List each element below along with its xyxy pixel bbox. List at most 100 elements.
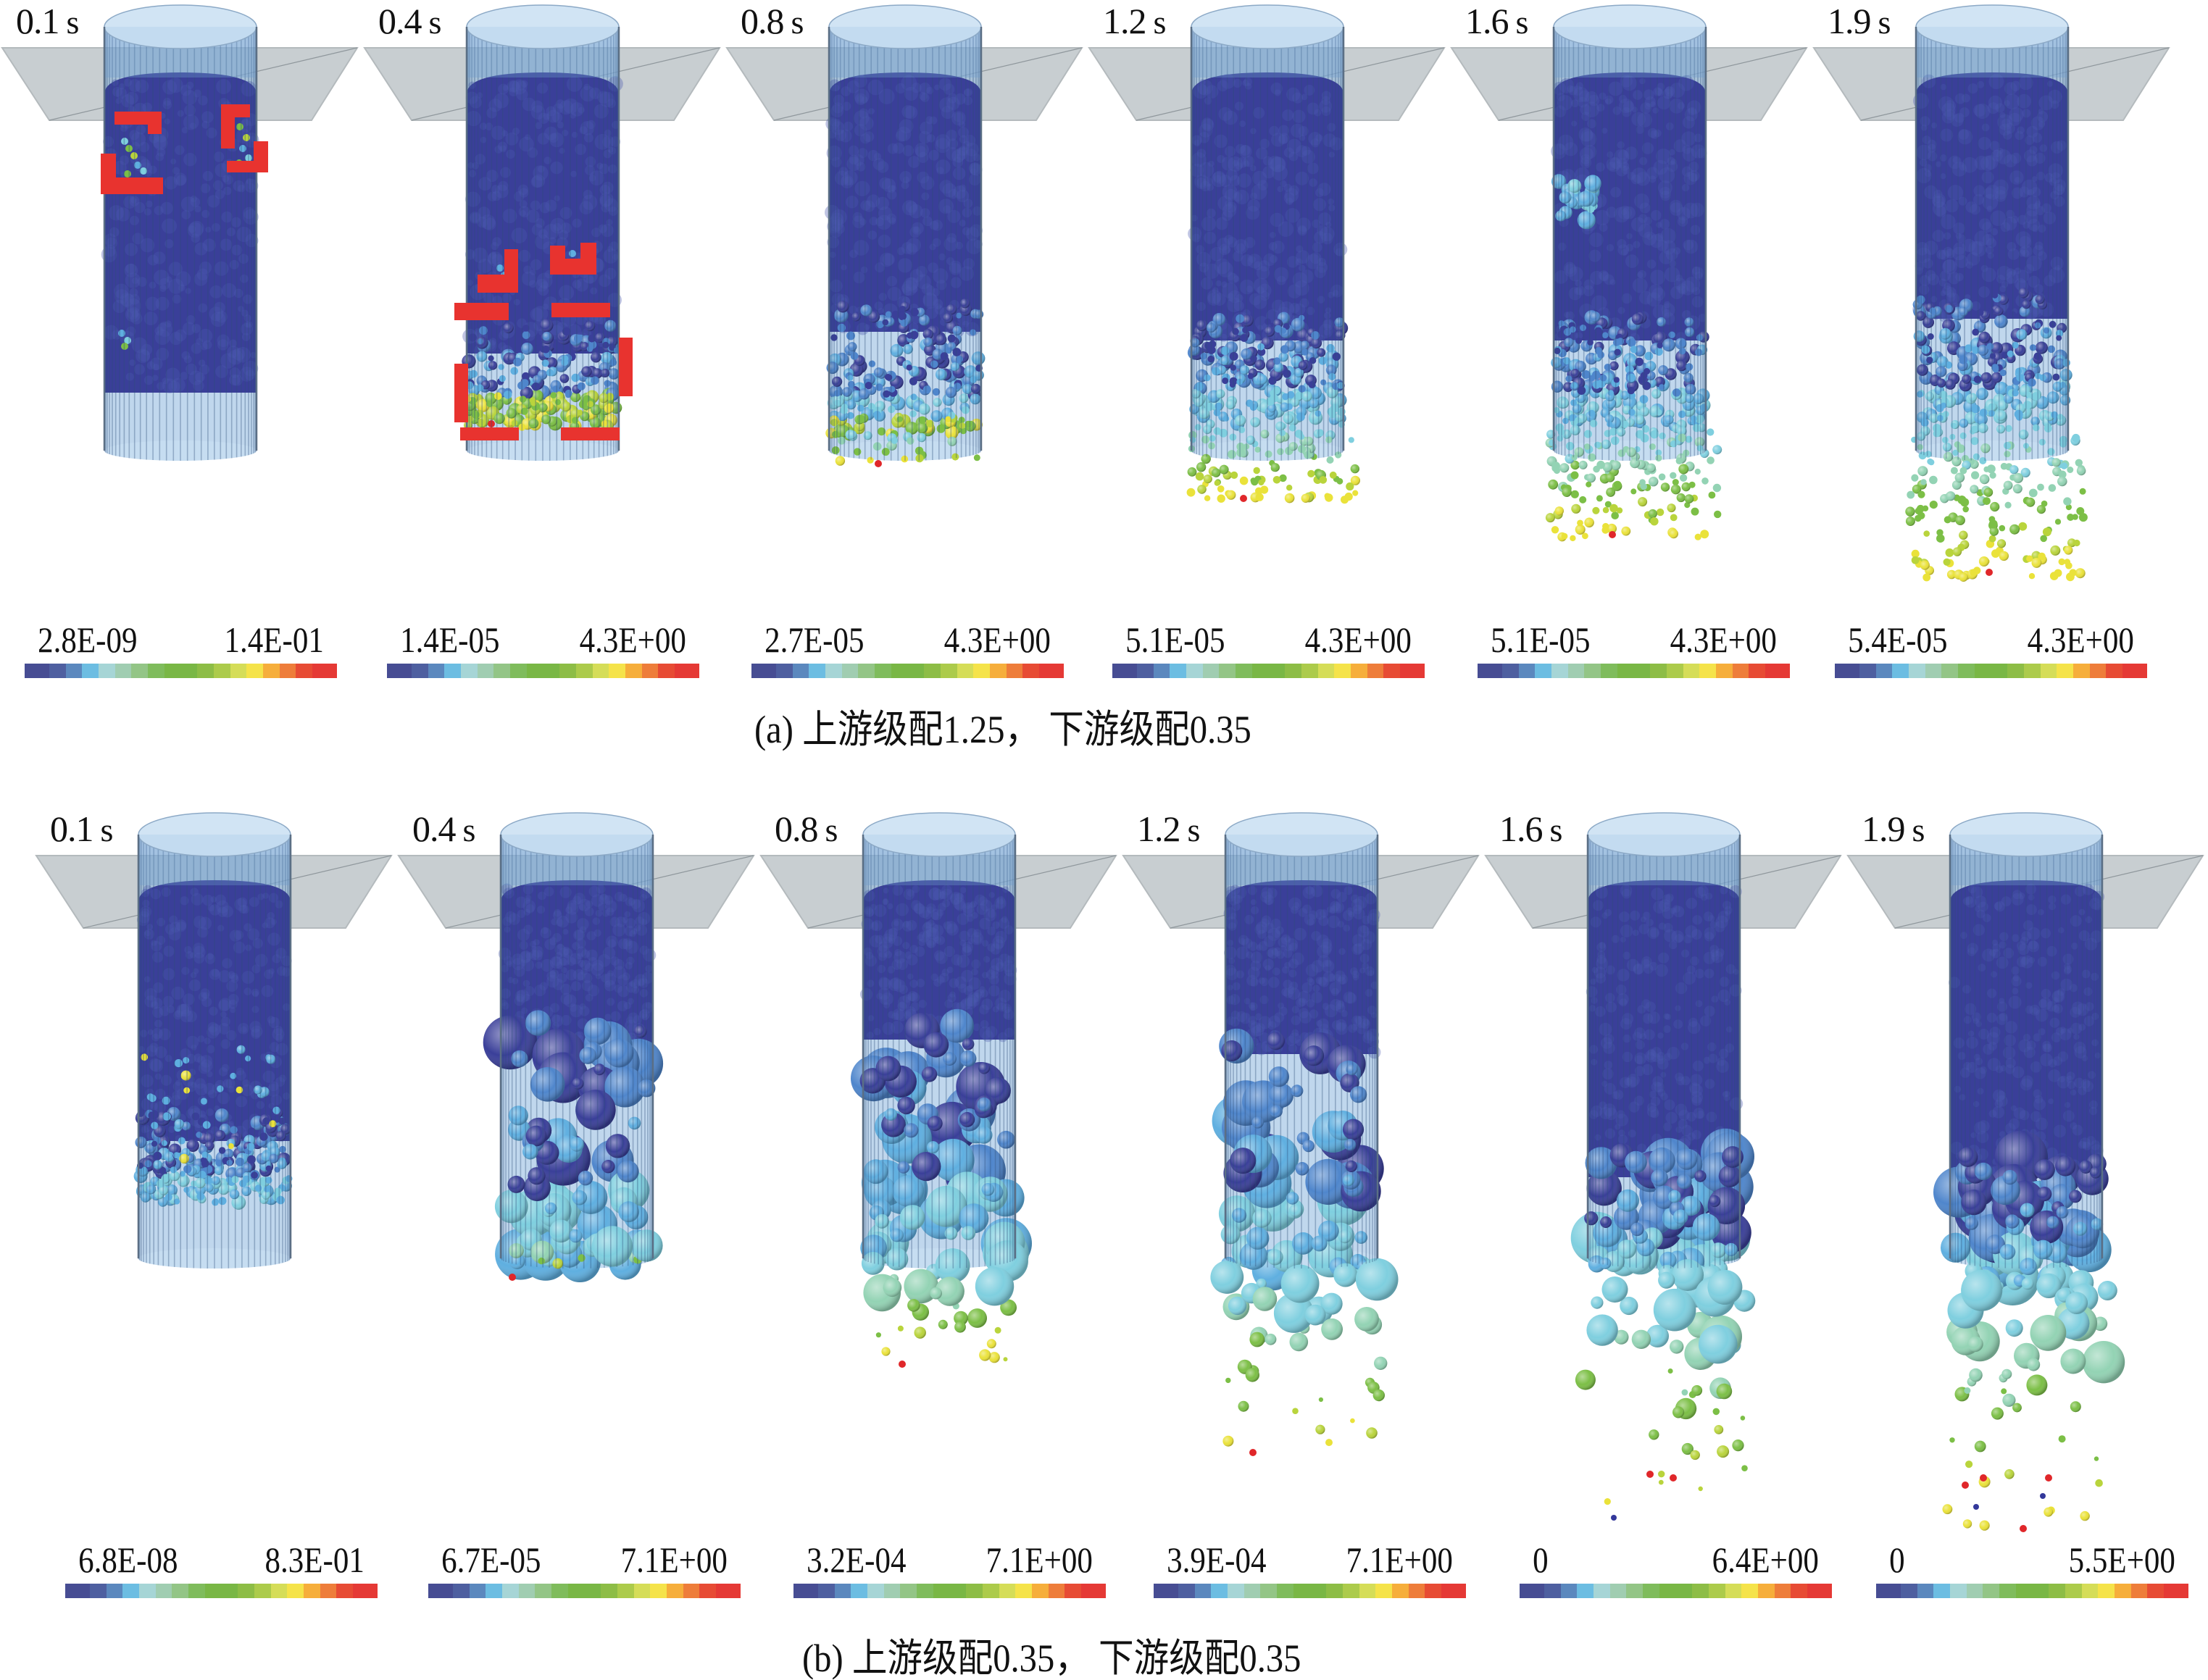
colorbar-segment <box>1022 664 1039 678</box>
particle <box>2026 392 2032 398</box>
colorbar-segment <box>1400 664 1425 678</box>
bed-texture <box>1607 151 1613 158</box>
particle-shading <box>1951 456 1961 466</box>
particle <box>1214 427 1222 435</box>
bed-texture <box>854 181 870 196</box>
colorbar-segment <box>891 664 908 678</box>
colorbar-segment <box>1765 664 1790 678</box>
bed-texture <box>125 243 138 256</box>
particle <box>875 383 883 390</box>
particle-shading <box>953 326 962 335</box>
particle-shading <box>1546 513 1555 522</box>
bed-texture <box>903 286 912 296</box>
particle <box>1628 387 1635 394</box>
particle <box>854 448 861 455</box>
bed-texture <box>141 1074 154 1087</box>
bed-texture <box>229 340 237 348</box>
colorbar-segment <box>2007 664 2024 678</box>
bed-texture <box>523 266 531 274</box>
colorbar-segment <box>66 664 83 678</box>
particle <box>1691 508 1699 516</box>
particle-shading <box>2064 546 2072 554</box>
particle <box>2066 572 2075 581</box>
particle-shading <box>1285 493 1295 503</box>
particle <box>867 457 874 464</box>
particle <box>1928 333 1934 340</box>
particle-shading <box>1943 443 1951 451</box>
particle <box>1686 363 1693 370</box>
particle-shading <box>1669 529 1678 538</box>
bed-texture <box>493 93 509 108</box>
particle <box>2067 467 2073 473</box>
colorbar-segment <box>559 664 576 678</box>
particle <box>1989 516 1996 522</box>
colorbar-segment <box>1909 664 1925 678</box>
particle-shading <box>1289 442 1298 451</box>
bed-texture <box>1584 102 1599 117</box>
particle-shading <box>1240 365 1249 375</box>
bed-texture <box>1660 191 1670 201</box>
colorbar-segment <box>1991 664 2008 678</box>
particle-shading <box>1667 503 1676 512</box>
particle <box>1614 481 1622 489</box>
particle-bed <box>134 880 293 1210</box>
colorbar-segment <box>230 664 247 678</box>
colorbar-segment <box>1502 664 1519 678</box>
colorbar-segment <box>1367 664 1384 678</box>
particle-shading <box>1301 494 1310 503</box>
particle <box>919 417 926 424</box>
bed-texture <box>578 107 585 114</box>
particle-shading <box>1250 417 1260 427</box>
bed-texture <box>230 975 238 983</box>
particle <box>1592 507 1599 514</box>
colorbar-segment <box>1186 664 1203 678</box>
particle-shading <box>2009 465 2018 474</box>
bed-texture <box>1988 96 2002 109</box>
colorbar-segment <box>609 664 625 678</box>
particle <box>1917 491 1925 498</box>
particle-shading <box>2032 558 2042 568</box>
particle <box>1695 469 1701 475</box>
bed-texture <box>1212 288 1219 294</box>
particle-shading <box>1559 398 1570 409</box>
particle-shading <box>1968 393 1977 402</box>
particle <box>1325 493 1333 501</box>
particle <box>974 454 980 461</box>
bed-texture <box>861 267 868 274</box>
particle <box>1970 569 1977 576</box>
bed-texture <box>199 1111 206 1118</box>
particle <box>1611 436 1620 445</box>
particle <box>1256 493 1264 501</box>
bed-texture <box>1647 259 1657 269</box>
bed-texture <box>227 346 239 358</box>
particle <box>1587 339 1593 346</box>
particle-shading <box>1959 531 1967 540</box>
bed-texture <box>1958 129 1969 140</box>
colorbar-max-label: 1.4E-01 <box>225 623 324 656</box>
bed-texture <box>157 936 166 945</box>
particle <box>1912 556 1920 564</box>
particle-shading <box>846 400 857 410</box>
particle <box>1572 455 1578 461</box>
bed-texture <box>1659 219 1670 229</box>
bed-texture <box>121 94 134 107</box>
particle <box>236 123 243 130</box>
bed-texture <box>1236 243 1245 252</box>
particle-shading <box>1665 415 1674 425</box>
bed-texture <box>190 122 196 129</box>
colorbar-segment <box>924 664 941 678</box>
bed-texture <box>149 133 159 143</box>
bed-texture <box>207 1027 219 1039</box>
particle <box>1971 426 1978 433</box>
highlight-bracket <box>101 177 163 194</box>
row-caption-a: (a) 上游级配1.25， 下游级配0.35 <box>754 710 1251 749</box>
cylinder-top <box>829 5 981 49</box>
particle <box>1972 405 1980 414</box>
bed-texture <box>1999 285 2006 292</box>
particle <box>1575 417 1581 424</box>
particle-shading <box>1590 312 1601 322</box>
particle <box>937 425 946 433</box>
